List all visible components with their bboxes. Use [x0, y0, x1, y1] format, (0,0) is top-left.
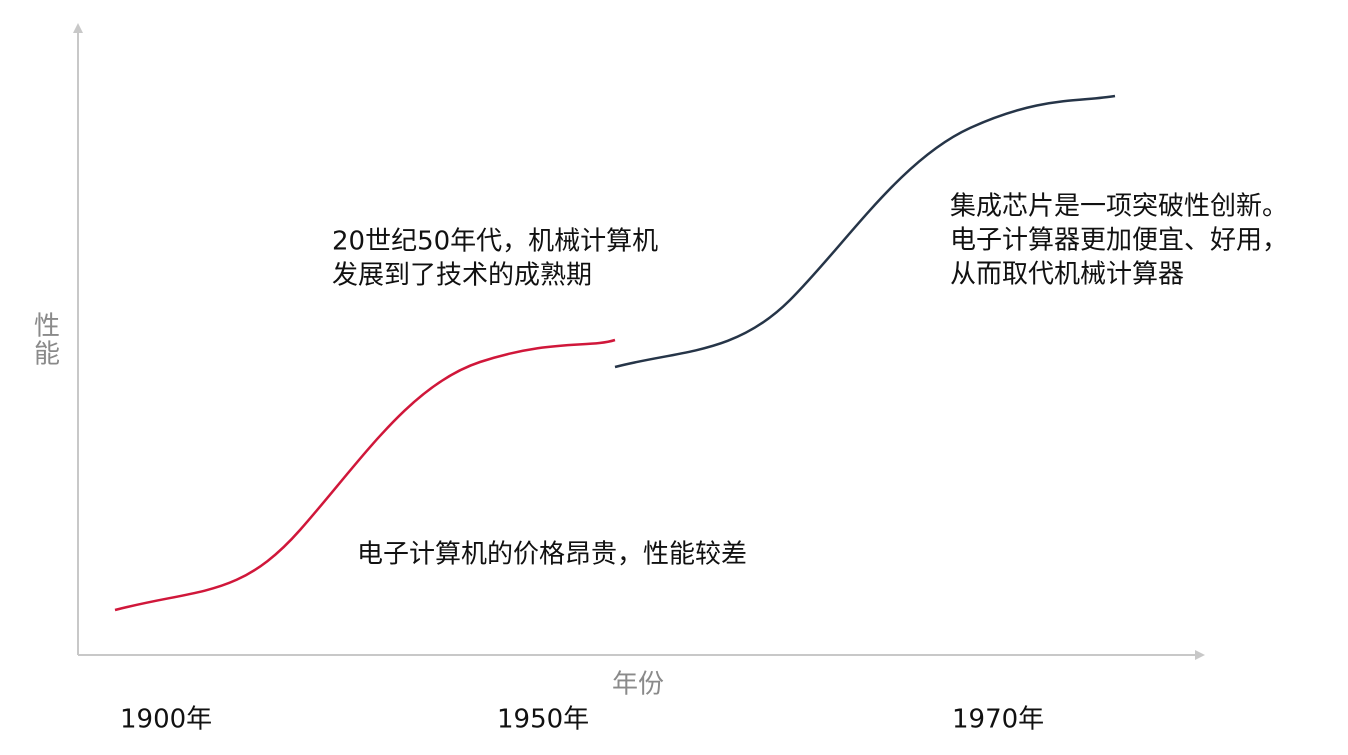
annotation: 从而取代机械计算器 [950, 260, 1184, 290]
x-axis-label: 年份 [612, 670, 664, 700]
annotation: 发展到了技术的成熟期 [332, 261, 592, 291]
electronic-curve [614, 94, 1116, 369]
annotation: 20世纪50年代，机械计算机 [332, 227, 658, 257]
x-tick-label: 1950年 [497, 705, 589, 735]
annotation: 电子计算机的价格昂贵，性能较差 [357, 540, 747, 570]
x-tick-label: 1970年 [952, 705, 1044, 735]
annotation: 电子计算器更加便宜、好用， [950, 226, 1288, 256]
x-tick-label: 1900年 [120, 705, 212, 735]
mechanical-curve [114, 338, 616, 612]
annotation: 集成芯片是一项突破性创新。 [950, 192, 1288, 222]
y-axis-label: 性 [34, 312, 60, 342]
y-axis-label: 能 [34, 340, 60, 370]
